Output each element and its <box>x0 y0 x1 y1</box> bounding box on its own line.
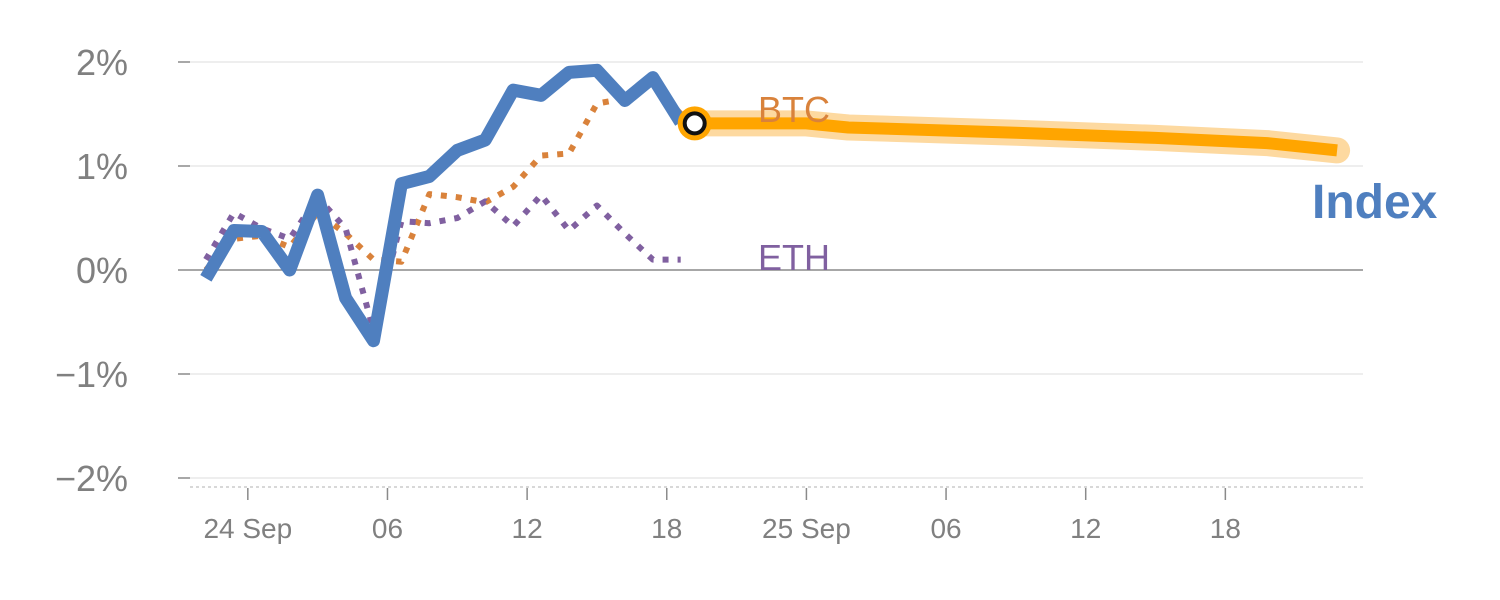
x-tick-label: 25 Sep <box>762 513 851 544</box>
x-tick-label: 24 Sep <box>203 513 292 544</box>
forecast-line <box>694 117 1338 157</box>
x-tick-label: 06 <box>372 513 403 544</box>
y-axis-ticks: 2% 1% 0% −1% −2% <box>55 42 190 499</box>
series-lines <box>200 63 1351 348</box>
x-tick-label: 06 <box>930 513 961 544</box>
series-label-index: Index <box>1312 176 1438 229</box>
y-tick-label: 0% <box>76 250 128 291</box>
y-tick-label: 1% <box>76 146 128 187</box>
series-line-eth <box>203 192 681 334</box>
y-tick-label: −1% <box>55 354 128 395</box>
x-tick-label: 18 <box>651 513 682 544</box>
series-label-eth: ETH <box>758 237 830 278</box>
x-axis-ticks: 24 Sep 06 12 18 25 Sep 06 12 18 <box>203 488 1241 544</box>
x-tick-label: 12 <box>512 513 543 544</box>
x-tick-label: 18 <box>1210 513 1241 544</box>
y-tick-label: −2% <box>55 458 128 499</box>
series-line-index <box>200 63 687 348</box>
x-tick-label: 12 <box>1070 513 1101 544</box>
series-label-btc: BTC <box>758 89 830 130</box>
current-point-marker <box>677 106 712 141</box>
current-point-dot <box>682 111 707 136</box>
series-line-btc <box>203 79 683 273</box>
y-tick-label: 2% <box>76 42 128 83</box>
